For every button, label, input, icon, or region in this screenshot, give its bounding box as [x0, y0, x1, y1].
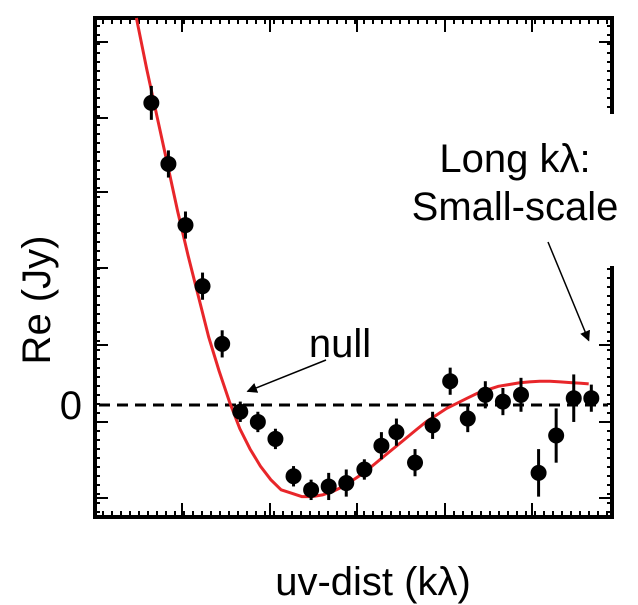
- data-point: [160, 150, 177, 178]
- annotation: null: [246, 322, 371, 393]
- point-marker: [530, 464, 547, 481]
- point-marker: [285, 468, 302, 485]
- data-point: [583, 384, 600, 412]
- point-marker: [320, 478, 337, 495]
- data-point: [477, 381, 494, 409]
- data-point: [143, 85, 160, 120]
- point-marker: [477, 386, 494, 403]
- data-point: [548, 408, 565, 463]
- data-point: [356, 459, 373, 480]
- data-point: [442, 367, 459, 395]
- point-marker: [459, 410, 476, 427]
- data-point: [424, 411, 441, 439]
- point-marker: [160, 155, 177, 172]
- point-marker: [214, 335, 231, 352]
- data-point: [338, 469, 355, 497]
- point-marker: [143, 94, 160, 111]
- data-point: [388, 418, 405, 446]
- point-marker: [249, 413, 266, 430]
- point-marker: [177, 217, 194, 234]
- data-point: [177, 211, 194, 239]
- x-axis-label: uv-dist (kλ): [275, 560, 471, 604]
- point-marker: [442, 373, 459, 390]
- data-point: [303, 479, 320, 501]
- point-marker: [513, 386, 530, 403]
- point-marker: [303, 481, 320, 498]
- data-point: [373, 432, 390, 460]
- annotation-text: Small-scale: [412, 185, 619, 229]
- annotations: null Long kλ:Small-scale: [246, 137, 619, 393]
- point-marker: [267, 430, 284, 447]
- point-marker: [565, 390, 582, 407]
- point-marker: [407, 454, 424, 471]
- data-point: [194, 272, 211, 300]
- data-point: [232, 401, 249, 422]
- point-marker: [373, 437, 390, 454]
- y-tick-label-zero: 0: [60, 384, 82, 428]
- annotation-arrow: [547, 241, 590, 342]
- data-point: [285, 466, 302, 487]
- data-point: [214, 330, 231, 358]
- data-points: [143, 85, 600, 501]
- data-point: [249, 411, 266, 433]
- data-point: [494, 388, 511, 416]
- point-marker: [194, 278, 211, 295]
- point-marker: [424, 417, 441, 434]
- point-marker: [583, 390, 600, 407]
- annotation-arrow: [246, 359, 327, 393]
- data-point: [459, 404, 476, 433]
- model-curve: [134, 17, 589, 499]
- data-point: [565, 374, 582, 422]
- plot-frame: [93, 16, 614, 519]
- point-marker: [232, 403, 249, 420]
- y-axis-label: Re (Jy): [15, 236, 59, 365]
- data-point: [530, 449, 547, 497]
- point-marker: [338, 475, 355, 492]
- point-marker: [388, 424, 405, 441]
- annotation: Long kλ:Small-scale: [412, 137, 619, 342]
- point-marker: [548, 427, 565, 444]
- point-marker: [356, 461, 373, 478]
- axis-ticks: [95, 18, 612, 517]
- annotation-text: Long kλ:: [439, 137, 590, 181]
- data-point: [407, 449, 424, 477]
- point-marker: [494, 393, 511, 410]
- data-point: [513, 377, 530, 412]
- data-point: [320, 472, 337, 501]
- annotation-text: null: [309, 322, 371, 366]
- data-point: [267, 428, 284, 450]
